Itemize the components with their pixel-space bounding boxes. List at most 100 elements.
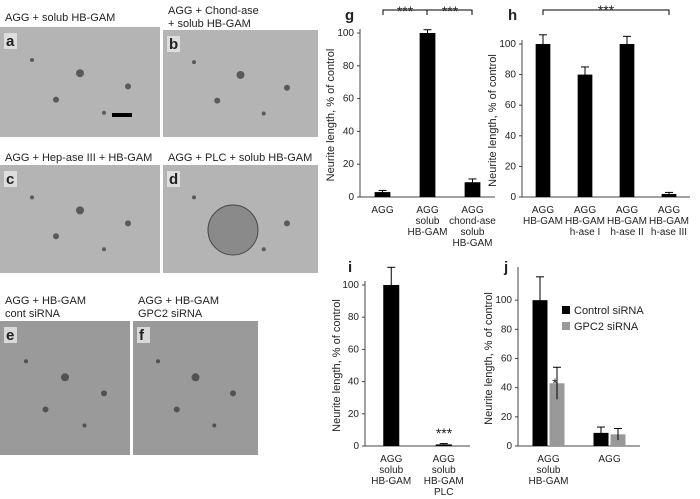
cell: [261, 111, 266, 116]
cell: [61, 373, 69, 382]
bar: [577, 74, 593, 197]
letter-bg: [167, 36, 180, 52]
x-tick-label: AGG: [433, 454, 455, 465]
bar: [593, 432, 609, 446]
x-tick-label: HB-GAM: [607, 216, 647, 227]
cell: [82, 423, 87, 428]
y-tick-label: 80: [501, 324, 513, 335]
panel-letter: c: [6, 171, 14, 188]
y-tick-label: 80: [505, 70, 517, 81]
significance-mark: ***: [442, 3, 459, 19]
cell: [192, 60, 196, 65]
letter-bg: [4, 33, 17, 49]
x-tick-label: h-ase III: [651, 227, 687, 238]
x-tick-label: AGG: [598, 454, 620, 465]
y-tick-label: 20: [505, 161, 517, 172]
panel-letter: g: [345, 7, 354, 24]
y-tick-label: 60: [343, 94, 355, 105]
cell: [30, 58, 34, 62]
legend-swatch: [562, 306, 570, 314]
image-caption: AGG + PLC + solub HB-GAM: [168, 152, 312, 164]
cell: [102, 247, 106, 252]
cell: [76, 69, 84, 78]
cell: [214, 97, 221, 104]
x-tick-label: AGG: [416, 205, 438, 216]
cell: [76, 206, 84, 215]
image-caption: AGG + Chond-ase: [168, 5, 259, 17]
y-tick-label: 80: [343, 61, 355, 72]
cell: [53, 96, 59, 103]
significance-mark: ***: [436, 425, 453, 441]
image-caption: AGG + HB-GAM: [5, 295, 86, 307]
x-tick-label: HB-GAM: [649, 216, 689, 227]
cell: [156, 359, 160, 364]
x-tick-label: solub: [379, 465, 403, 476]
cell: [173, 406, 180, 413]
image-caption: AGG + solub HB-GAM: [5, 12, 115, 24]
x-tick-label: PLC: [434, 487, 453, 498]
micrograph: [0, 165, 160, 273]
y-tick-label: 100: [342, 280, 359, 291]
image-caption: AGG + HB-GAM: [138, 295, 219, 307]
y-tick-label: 60: [505, 100, 517, 111]
x-tick-label: HB-GAM: [371, 476, 411, 487]
y-tick-label: 0: [353, 441, 359, 452]
bar: [549, 383, 565, 446]
micrograph: [0, 321, 130, 455]
cell: [261, 247, 266, 252]
y-tick-label: 60: [348, 344, 360, 355]
cell-aggregate: [207, 204, 259, 256]
cell: [101, 390, 107, 397]
bar: [610, 434, 626, 446]
cell: [212, 423, 217, 428]
cell: [125, 220, 131, 227]
x-tick-label: HB-GAM: [453, 238, 493, 249]
y-axis-label: Neurite length, % of control: [331, 299, 343, 432]
micrograph: [0, 27, 160, 137]
x-tick-label: HB-GAM: [408, 227, 448, 238]
letter-bg: [167, 171, 180, 187]
cell: [236, 70, 245, 79]
cell: [230, 390, 236, 397]
legend-label: GPC2 siRNA: [574, 321, 639, 333]
panel-letter: e: [6, 327, 14, 344]
x-tick-label: h-ase II: [610, 227, 643, 238]
y-tick-label: 40: [505, 131, 517, 142]
legend-label: Control siRNA: [574, 305, 644, 317]
micrograph: [163, 30, 318, 137]
cell: [284, 220, 290, 227]
significance-mark: ***: [397, 3, 414, 19]
panel-letter: i: [348, 259, 352, 276]
panel-letter: f: [139, 327, 145, 344]
x-tick-label: solub: [537, 465, 561, 476]
bar: [419, 33, 436, 197]
x-tick-label: AGG: [371, 205, 393, 216]
y-tick-label: 20: [343, 159, 355, 170]
significance-bracket: [542, 9, 670, 15]
x-tick-label: h-ase I: [570, 227, 601, 238]
cell: [30, 195, 34, 200]
y-axis-label: Neurite length, % of control: [483, 292, 495, 425]
letter-bg: [137, 327, 150, 343]
image-caption: + solub HB-GAM: [168, 18, 251, 30]
y-tick-label: 20: [348, 409, 360, 420]
letter-bg: [4, 327, 17, 343]
cell: [191, 373, 200, 382]
bar: [535, 44, 551, 197]
legend-swatch: [562, 322, 570, 330]
x-tick-label: AGG: [461, 205, 483, 216]
x-tick-label: AGG: [380, 454, 402, 465]
y-tick-label: 100: [499, 39, 516, 50]
image-caption: GPC2 siRNA: [138, 308, 203, 320]
x-tick-label: HB-GAM: [523, 216, 563, 227]
cell: [125, 83, 131, 90]
x-tick-label: AGG: [532, 205, 554, 216]
x-tick-label: AGG: [574, 205, 596, 216]
x-tick-label: AGG: [616, 205, 638, 216]
x-tick-label: HB-GAM: [424, 476, 464, 487]
x-tick-label: solub: [416, 216, 440, 227]
image-caption: AGG + Hep-ase III + HB-GAM: [5, 152, 152, 164]
panel-letter: j: [503, 259, 508, 276]
cell: [102, 110, 106, 115]
